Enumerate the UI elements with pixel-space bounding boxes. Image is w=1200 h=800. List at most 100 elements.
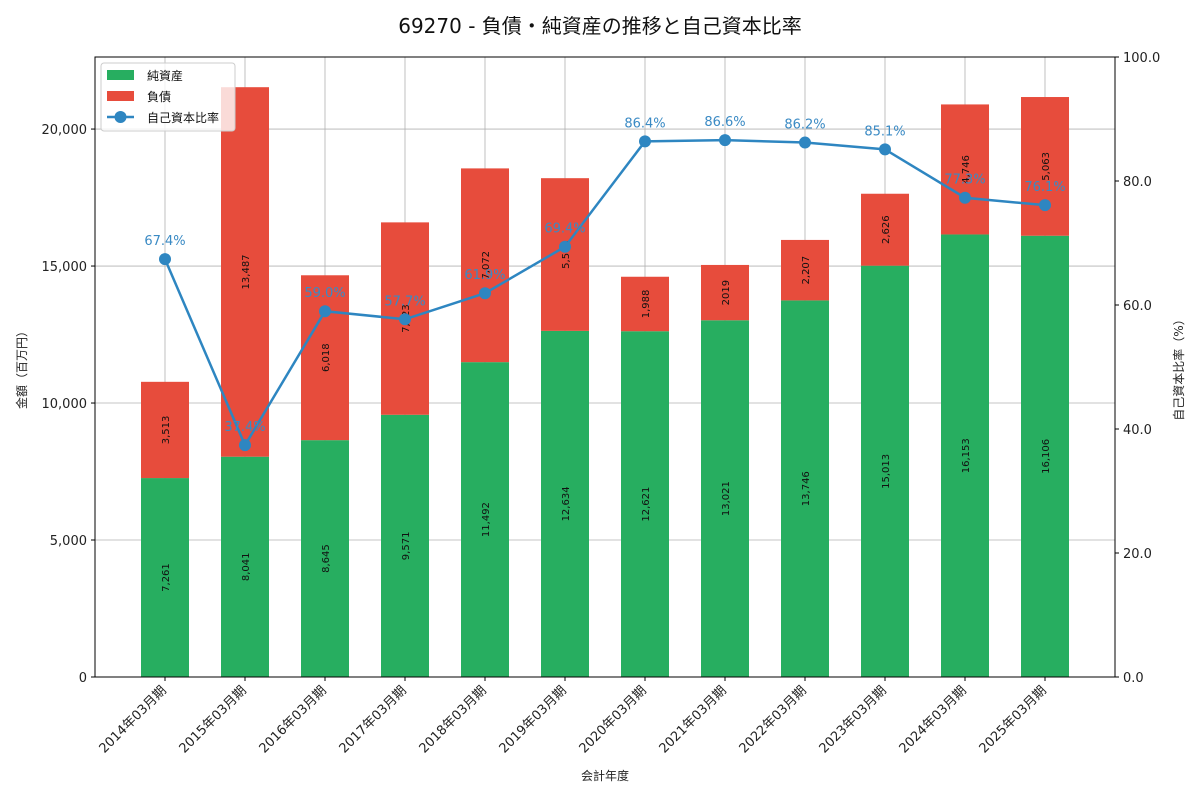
- ratio-marker: [719, 134, 731, 147]
- ratio-label: 69.4%: [544, 222, 585, 237]
- bar-net-assets: [1021, 235, 1069, 677]
- axes: 0 5,000 10,000 15,000 20,000 0.0 20.0 40.0 60.0 8…: [42, 51, 1161, 757]
- ratio-label: 67.4%: [144, 234, 185, 249]
- y2-tick-label: 20.0: [1123, 547, 1152, 562]
- bar-liabilities: [781, 239, 829, 301]
- ratio-label: 37.4%: [224, 420, 265, 435]
- ratio-marker: [879, 143, 891, 156]
- net-assets-label: 12,621: [641, 487, 652, 522]
- y2-tick-label: 100.0: [1123, 51, 1160, 66]
- ratio-label: 77.3%: [944, 173, 985, 188]
- bar-liabilities: [541, 178, 589, 331]
- equity-ratio-line: 67.4% 37.4% 59.0% 57.7% 61.9% 69.4% 86.4% 86.6%…: [144, 115, 1066, 452]
- liabilities-label: 3,513: [161, 416, 172, 445]
- ratio-marker: [479, 287, 491, 300]
- x-tick-label: 2017年03月期: [337, 683, 410, 756]
- stacked-bars: [141, 87, 1069, 677]
- x-tick-label: 2025年03月期: [977, 683, 1050, 756]
- ratio-marker: [1039, 199, 1051, 212]
- bar-net-assets: [381, 414, 429, 677]
- ratio-marker: [799, 136, 811, 149]
- x-tick-label: 2015年03月期: [177, 683, 250, 756]
- y-tick-label: 0: [79, 671, 87, 686]
- net-assets-label: 13,746: [801, 471, 812, 506]
- x-axis-label: 会計年度: [581, 768, 629, 783]
- ratio-label: 59.0%: [304, 286, 345, 301]
- liabilities-label: 5,573: [561, 240, 572, 269]
- net-assets-label: 15,013: [881, 454, 892, 489]
- y-axis-label: 金額（百万円）: [14, 325, 29, 409]
- bar-liabilities: [861, 193, 909, 266]
- liabilities-label: 13,487: [241, 254, 252, 289]
- y2-tick-label: 60.0: [1123, 299, 1152, 314]
- x-tick-label: 2018年03月期: [417, 683, 490, 756]
- net-assets-label: 11,492: [481, 502, 492, 537]
- bar-liabilities: [301, 275, 349, 441]
- bar-liabilities: [461, 168, 509, 363]
- bar-liabilities: [621, 276, 669, 332]
- bar-value-labels: 7,2613,5138,04113,4878,6456,0189,5717,02…: [161, 152, 1052, 592]
- ratio-label: 61.9%: [464, 268, 505, 283]
- bar-net-assets: [861, 265, 909, 677]
- liabilities-label: 6,018: [321, 343, 332, 372]
- liabilities-label: 4,746: [961, 155, 972, 184]
- ratio-marker: [399, 313, 411, 326]
- net-assets-label: 9,571: [401, 532, 412, 561]
- ratio-marker: [239, 439, 251, 452]
- svg-text:自己資本比率: 自己資本比率: [147, 110, 219, 125]
- ratio-marker: [959, 191, 971, 204]
- bar-net-assets: [621, 331, 669, 677]
- ratio-marker: [319, 305, 331, 318]
- y-tick-label: 15,000: [42, 260, 88, 275]
- x-tick-label: 2022年03月期: [737, 683, 810, 756]
- bar-liabilities: [141, 381, 189, 479]
- y-tick-label: 5,000: [50, 534, 87, 549]
- net-assets-label: 16,106: [1041, 439, 1052, 474]
- ratio-label: 85.1%: [864, 124, 905, 139]
- liabilities-label: 7,072: [481, 251, 492, 280]
- x-tick-label: 2023年03月期: [817, 683, 890, 756]
- bar-net-assets: [541, 330, 589, 677]
- chart-title: 69270 - 負債・純資産の推移と自己資本比率: [398, 14, 802, 38]
- net-assets-label: 13,021: [721, 481, 732, 516]
- net-assets-label: 16,153: [961, 438, 972, 473]
- ratio-marker: [639, 135, 651, 148]
- liabilities-label: 5,063: [1041, 152, 1052, 181]
- liabilities-label: 2,626: [881, 215, 892, 244]
- ratio-label: 57.7%: [384, 294, 425, 309]
- ratio-label: 86.2%: [784, 118, 825, 133]
- y2-tick-label: 80.0: [1123, 175, 1152, 190]
- svg-text:負債: 負債: [147, 89, 171, 104]
- liabilities-label: 2019: [721, 280, 732, 305]
- liabilities-label: 1,988: [641, 290, 652, 319]
- bar-liabilities: [1021, 97, 1069, 236]
- x-tick-label: 2014年03月期: [97, 683, 170, 756]
- x-tick-label: 2016年03月期: [257, 683, 330, 756]
- bar-net-assets: [141, 478, 189, 677]
- y-tick-label: 10,000: [42, 397, 88, 412]
- liabilities-label: 2,207: [801, 256, 812, 285]
- svg-text:純資産: 純資産: [147, 68, 183, 83]
- net-assets-label: 7,261: [161, 563, 172, 592]
- x-tick-label: 2024年03月期: [897, 683, 970, 756]
- net-assets-label: 12,634: [561, 486, 572, 521]
- ratio-marker: [559, 240, 571, 253]
- bar-net-assets: [461, 362, 509, 677]
- bar-net-assets: [301, 440, 349, 677]
- bar-liabilities: [701, 264, 749, 321]
- x-tick-label: 2021年03月期: [657, 683, 730, 756]
- x-tick-label: 2020年03月期: [577, 683, 650, 756]
- net-assets-label: 8,645: [321, 544, 332, 573]
- bar-liabilities: [941, 104, 989, 235]
- y-tick-label: 20,000: [42, 123, 88, 138]
- ratio-label: 86.4%: [624, 116, 665, 131]
- bar-net-assets: [781, 300, 829, 677]
- y2-axis-label: 自己資本比率（%）: [1171, 313, 1186, 420]
- bar-net-assets: [941, 234, 989, 677]
- bar-liabilities: [221, 87, 269, 457]
- ratio-marker: [159, 253, 171, 266]
- bar-net-assets: [701, 320, 749, 677]
- ratio-label: 86.6%: [704, 115, 745, 130]
